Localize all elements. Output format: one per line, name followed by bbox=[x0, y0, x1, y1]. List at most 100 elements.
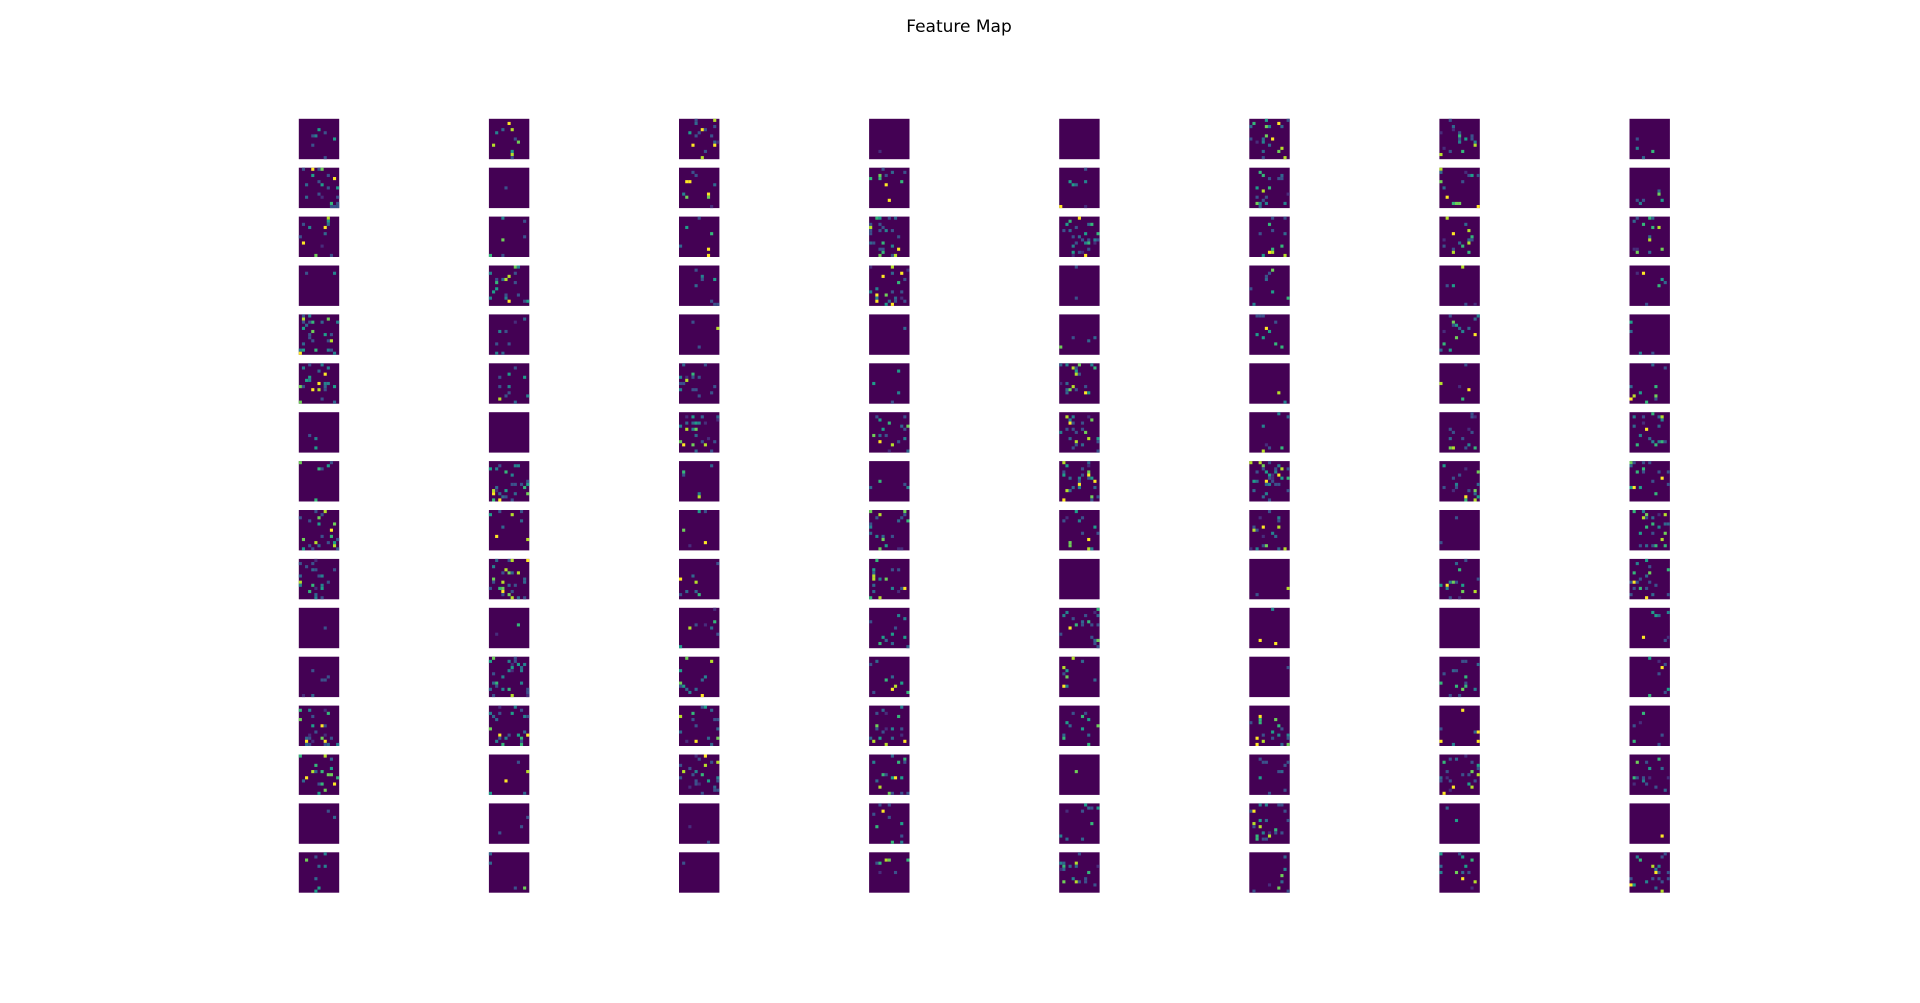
activation-pixel bbox=[890, 632, 894, 636]
feature-map bbox=[1629, 118, 1670, 160]
activation-pixel bbox=[700, 277, 704, 282]
activation-pixel bbox=[1249, 721, 1253, 725]
activation-pixel bbox=[1467, 173, 1471, 178]
activation-pixel bbox=[1666, 610, 1670, 615]
activation-pixel bbox=[713, 143, 717, 147]
activation-pixel bbox=[887, 791, 891, 795]
activation-pixel bbox=[1476, 577, 1480, 581]
activation-pixel bbox=[326, 317, 330, 321]
activation-pixel bbox=[492, 492, 496, 496]
activation-pixel bbox=[1657, 192, 1661, 196]
feature-map-background bbox=[1629, 558, 1670, 600]
activation-pixel bbox=[323, 788, 327, 792]
activation-pixel bbox=[1277, 803, 1281, 807]
activation-pixel bbox=[1286, 118, 1290, 122]
activation-pixel bbox=[1473, 880, 1477, 884]
activation-pixel bbox=[1280, 874, 1284, 878]
feature-map bbox=[298, 216, 340, 257]
activation-pixel bbox=[317, 516, 321, 520]
activation-pixel bbox=[305, 195, 309, 199]
feature-map bbox=[869, 705, 910, 746]
activation-pixel bbox=[510, 558, 514, 563]
activation-pixel bbox=[1080, 516, 1085, 520]
activation-pixel bbox=[308, 336, 312, 340]
activation-pixel bbox=[1641, 510, 1646, 514]
activation-pixel bbox=[1059, 345, 1063, 349]
activation-pixel bbox=[1467, 388, 1471, 392]
activation-pixel bbox=[1464, 754, 1468, 758]
feature-map bbox=[1059, 363, 1100, 404]
activation-pixel bbox=[492, 681, 496, 685]
feature-map-background bbox=[869, 363, 910, 404]
activation-pixel bbox=[1445, 770, 1449, 774]
activation-pixel bbox=[1080, 531, 1085, 535]
activation-pixel bbox=[501, 687, 505, 691]
activation-pixel bbox=[1476, 204, 1480, 209]
activation-pixel bbox=[317, 192, 321, 196]
activation-pixel bbox=[1283, 763, 1287, 767]
activation-pixel bbox=[1274, 320, 1278, 324]
activation-pixel bbox=[1632, 247, 1636, 251]
activation-pixel bbox=[1454, 485, 1459, 490]
activation-pixel bbox=[1461, 244, 1465, 248]
activation-pixel bbox=[1663, 662, 1667, 667]
activation-pixel bbox=[320, 770, 324, 774]
feature-map-background bbox=[1249, 363, 1290, 404]
activation-pixel bbox=[1280, 476, 1284, 480]
activation-pixel bbox=[1470, 137, 1474, 141]
activation-pixel bbox=[314, 348, 318, 352]
activation-pixel bbox=[311, 583, 315, 587]
feature-map bbox=[1439, 461, 1480, 502]
activation-pixel bbox=[320, 574, 324, 578]
activation-pixel bbox=[513, 656, 517, 660]
feature-map bbox=[1629, 558, 1670, 600]
activation-pixel bbox=[1635, 137, 1639, 141]
activation-pixel bbox=[1458, 693, 1462, 698]
activation-pixel bbox=[1271, 229, 1275, 233]
activation-pixel bbox=[1093, 525, 1097, 529]
feature-map-background bbox=[1629, 118, 1670, 160]
activation-pixel bbox=[317, 886, 321, 890]
activation-pixel bbox=[884, 577, 888, 581]
activation-pixel bbox=[1448, 580, 1452, 584]
activation-pixel bbox=[1267, 177, 1272, 181]
activation-pixel bbox=[710, 391, 714, 395]
activation-pixel bbox=[1087, 620, 1091, 624]
activation-pixel bbox=[872, 574, 876, 578]
activation-pixel bbox=[326, 173, 330, 178]
activation-pixel bbox=[1638, 433, 1642, 438]
activation-pixel bbox=[1071, 656, 1075, 660]
activation-pixel bbox=[488, 791, 493, 795]
feature-map-background bbox=[1059, 558, 1100, 600]
activation-pixel bbox=[887, 198, 891, 202]
activation-pixel bbox=[513, 464, 517, 468]
activation-pixel bbox=[710, 232, 714, 236]
feature-map-background bbox=[1439, 705, 1480, 746]
feature-map-background bbox=[488, 803, 530, 844]
feature-map bbox=[298, 265, 340, 306]
activation-pixel bbox=[501, 128, 505, 132]
activation-pixel bbox=[682, 861, 686, 865]
activation-pixel bbox=[311, 388, 315, 392]
activation-pixel bbox=[323, 852, 327, 856]
activation-pixel bbox=[1277, 482, 1281, 486]
activation-pixel bbox=[1461, 265, 1465, 269]
activation-pixel bbox=[884, 638, 888, 642]
activation-pixel bbox=[1641, 470, 1646, 474]
activation-pixel bbox=[1458, 596, 1462, 600]
activation-pixel bbox=[1258, 461, 1262, 465]
activation-pixel bbox=[516, 662, 520, 667]
activation-pixel bbox=[685, 421, 689, 425]
activation-pixel bbox=[1666, 877, 1670, 881]
activation-pixel bbox=[513, 492, 517, 496]
feature-map bbox=[1629, 461, 1670, 502]
activation-pixel bbox=[1093, 641, 1097, 646]
activation-pixel bbox=[1093, 610, 1097, 615]
feature-map-background bbox=[869, 803, 910, 844]
activation-pixel bbox=[685, 415, 689, 419]
activation-pixel bbox=[504, 293, 508, 297]
activation-pixel bbox=[1645, 596, 1649, 600]
activation-pixel bbox=[507, 372, 511, 376]
activation-pixel bbox=[510, 482, 514, 486]
